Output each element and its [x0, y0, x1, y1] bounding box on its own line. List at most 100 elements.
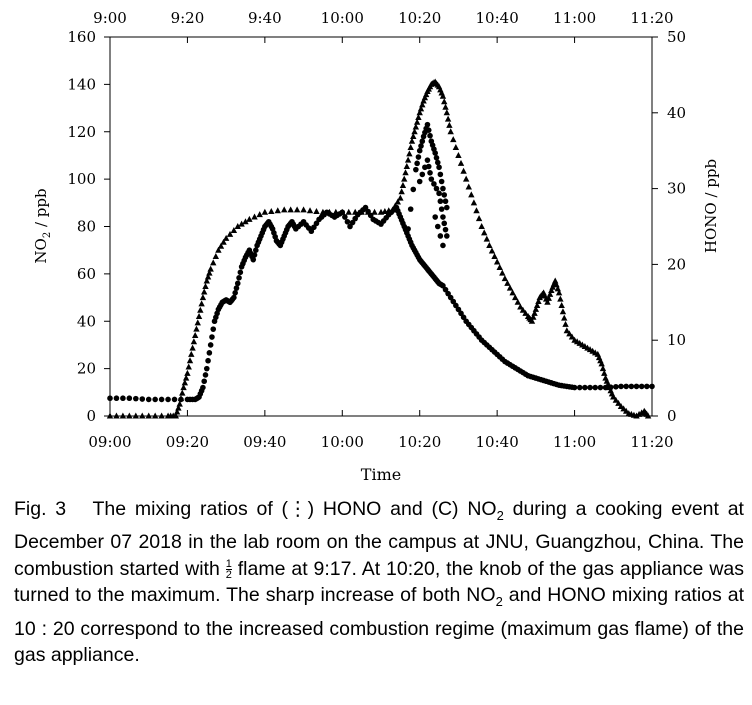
hono-point: [345, 208, 352, 215]
hono-point: [186, 357, 194, 364]
caption-hono-symbol: ⋮: [288, 498, 308, 520]
no2-point: [210, 326, 217, 332]
hono-point: [226, 230, 234, 237]
y-tick-label-right: 40: [667, 104, 686, 122]
hono-point: [545, 294, 552, 301]
hono-point: [455, 151, 462, 158]
hono-point: [420, 97, 427, 104]
hono-point: [530, 313, 537, 320]
no2-point: [571, 384, 578, 391]
hono-point: [410, 132, 417, 139]
hono-point: [408, 137, 416, 144]
hono-point: [194, 319, 201, 326]
no2-point: [436, 164, 442, 171]
hono-point: [504, 279, 511, 286]
y-tick-label-right: 30: [667, 180, 686, 198]
no2-point: [613, 383, 619, 390]
no2-point: [442, 286, 449, 293]
no2-point: [133, 395, 139, 402]
no2-point: [607, 384, 614, 390]
no2-point: [424, 157, 431, 163]
hono-point: [198, 300, 205, 307]
hono-point: [293, 206, 301, 213]
no2-point: [205, 357, 211, 364]
fraction-denominator: 2: [225, 569, 232, 582]
no2-point: [416, 178, 423, 185]
no2-point: [342, 214, 348, 220]
x-tick-label-bottom: 09:20: [166, 433, 209, 451]
no2-point: [437, 171, 444, 178]
no2-point: [431, 181, 437, 187]
data-marks: [106, 78, 655, 419]
y-tick-label-left: 160: [67, 28, 96, 46]
hono-point: [478, 223, 485, 229]
no2-point: [339, 209, 346, 216]
hono-point: [195, 313, 203, 320]
hono-point: [188, 350, 195, 357]
no2-point: [250, 256, 257, 263]
caption-text-5: flame at 9:17. At 10:20, the knob of the…: [14, 557, 750, 607]
hono-point: [486, 241, 493, 248]
hono-point: [217, 242, 225, 249]
hono-point: [407, 144, 414, 151]
hono-point: [246, 215, 253, 222]
no2-point: [415, 154, 422, 160]
hono-point: [113, 412, 120, 419]
hono-point: [185, 363, 192, 370]
hono-point: [446, 121, 453, 128]
hono-point: [268, 207, 275, 214]
hono-point: [212, 253, 220, 260]
no2-point: [602, 384, 609, 391]
no2-point: [433, 155, 440, 161]
x-tick-label-bottom: 10:00: [321, 433, 364, 451]
no2-point: [139, 396, 146, 402]
no2-point: [638, 383, 645, 390]
hono-point: [558, 301, 565, 308]
y-tick-label-right: 20: [667, 255, 686, 273]
hono-point: [533, 301, 541, 308]
hono-point: [419, 101, 426, 108]
no2-point: [623, 383, 629, 390]
hono-point: [151, 412, 159, 419]
y-tick-label-left: 140: [67, 75, 96, 93]
no2-point: [126, 395, 133, 402]
hono-point: [139, 412, 146, 419]
hono-point: [182, 374, 190, 381]
y-tick-label-right: 10: [667, 331, 686, 349]
hono-point: [222, 234, 230, 241]
no2-point: [200, 384, 206, 391]
hono-point: [601, 369, 608, 376]
hono-point: [546, 290, 554, 297]
no2-point: [445, 290, 451, 297]
no2-point: [434, 159, 441, 166]
hono-point: [184, 369, 191, 376]
no2-point: [427, 170, 433, 176]
hono-point: [251, 213, 258, 220]
no2-point: [232, 290, 238, 296]
hono-point: [447, 128, 454, 135]
y-tick-label-right: 0: [667, 407, 677, 425]
no2-point: [120, 395, 126, 402]
no2-point: [436, 190, 442, 197]
y-tick-label-left: 120: [67, 123, 96, 141]
x-tick-label-top: 10:40: [476, 9, 519, 27]
hono-point: [204, 273, 212, 280]
hono-point: [444, 115, 452, 122]
hono-point: [599, 365, 607, 372]
hono-point: [442, 103, 449, 110]
hono-point: [552, 277, 559, 284]
hono-point: [201, 288, 208, 295]
hono-point: [202, 283, 209, 290]
x-tick-label-top: 9:20: [171, 9, 205, 27]
no2-point: [209, 334, 215, 340]
x-axis-label: Time: [361, 465, 401, 484]
no2-point: [450, 298, 457, 305]
hono-point: [439, 92, 447, 99]
no2-point: [107, 395, 113, 402]
y-tick-label-right: 50: [667, 28, 686, 46]
no2-point: [432, 150, 439, 156]
no2-point: [442, 198, 449, 205]
hono-point: [496, 264, 503, 271]
hono-point: [119, 412, 127, 419]
hono-point: [544, 298, 551, 305]
